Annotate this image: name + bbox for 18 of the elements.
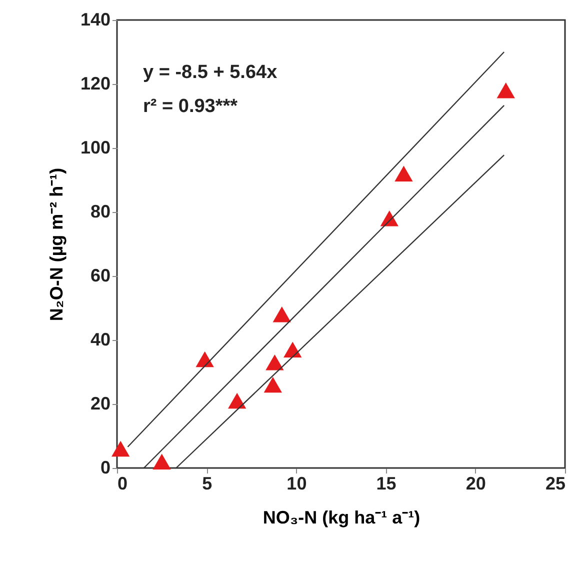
y-tick-label: 120 [80, 74, 110, 94]
x-tick-label: 25 [545, 474, 566, 494]
y-tick-label: 60 [90, 266, 110, 286]
y-tick-label: 140 [80, 10, 110, 30]
annotation: r² = 0.93*** [143, 96, 238, 117]
y-tick-label: 40 [90, 330, 110, 350]
y-tick-label: 80 [90, 202, 110, 222]
y-tick-label: 100 [80, 138, 110, 158]
annotation: y = -8.5 + 5.64x [143, 62, 278, 83]
x-tick-label: 5 [202, 474, 212, 494]
x-tick-label: 0 [118, 474, 128, 494]
y-tick-label: 0 [100, 458, 110, 478]
x-tick-label: 20 [466, 474, 486, 494]
x-tick-label: 15 [376, 474, 396, 494]
y-tick-label: 20 [90, 394, 110, 414]
y-axis-title: N₂O-N (µg m⁻² h⁻¹) [46, 168, 66, 322]
x-tick-label: 10 [286, 474, 307, 494]
x-axis-title: NO₃-N (kg ha⁻¹ a⁻¹) [262, 508, 420, 528]
